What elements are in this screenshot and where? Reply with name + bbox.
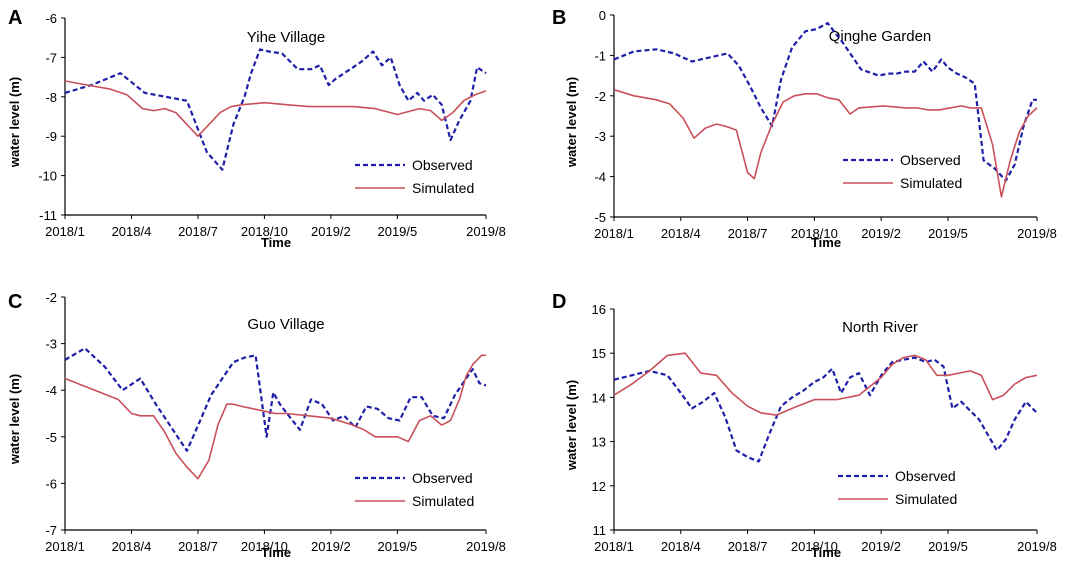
legend: Observed Simulated [838,468,957,507]
y-tick-label: -2 [594,89,606,104]
y-tick-label: -3 [45,337,57,352]
x-tick-label: 2018/7 [178,539,218,554]
legend-simulated-label: Simulated [900,175,962,191]
x-tick-label: 2019/8 [466,224,506,239]
x-tick-label: 2019/8 [466,539,506,554]
y-tick-label: -7 [45,50,57,65]
x-tick-label: 2018/1 [45,224,85,239]
y-tick-label: -11 [39,208,57,223]
y-tick-label: 13 [592,435,606,450]
panel-d: 11 12 13 14 15 16 2018/1 2018/4 2018/7 2018/10 201… [552,291,1057,560]
x-axis-title: Time [811,235,841,250]
x-tick-label: 2018/4 [112,224,152,239]
x-axis-title: Time [261,545,291,560]
y-tick-label: -8 [45,90,57,105]
y-tick-label: 0 [599,8,606,23]
y-axis-title: water level (m) [7,374,22,465]
x-tick-label: 2019/5 [928,226,968,241]
x-tick-label: 2019/2 [311,224,351,239]
legend-simulated-label: Simulated [412,180,474,196]
x-tick-label: 2018/1 [594,226,634,241]
x-tick-label: 2018/7 [178,224,218,239]
y-tick-label: -5 [45,430,57,445]
y-tick-label: 15 [592,346,606,361]
y-tick-label: 12 [592,479,606,494]
simulated-series-line [64,80,487,137]
y-tick-label: -5 [594,210,606,225]
x-tick-label: 2019/2 [311,539,351,554]
chart-title: North River [842,319,918,336]
y-tick-label: 11 [593,523,607,538]
observed-series-line [613,22,1037,182]
x-tick-label: 2018/10 [791,226,838,241]
simulated-series-line [613,88,1038,198]
panel-letter: A [8,7,22,29]
panel-letter: C [8,291,22,313]
chart-title: Qinghe Garden [829,28,932,45]
y-tick-label: -6 [45,11,57,26]
observed-series-line [64,48,487,171]
x-tick-label: 2019/2 [861,539,901,554]
y-axis-title: water level (m) [7,77,22,168]
legend: Observed Simulated [843,152,962,191]
y-tick-label: -9 [45,129,57,144]
y-tick-label: 16 [592,302,606,317]
y-axis-title: water level (m) [564,380,579,471]
x-tick-label: 2019/5 [377,224,417,239]
x-tick-label: 2018/10 [241,224,288,239]
x-tick-label: 2018/4 [661,226,701,241]
x-tick-label: 2019/5 [377,539,417,554]
simulated-series-line [613,352,1038,416]
y-tick-label: 14 [592,390,606,405]
x-tick-label: 2018/10 [241,539,288,554]
y-tick-label: -6 [45,476,57,491]
x-tick-label: 2018/10 [791,539,838,554]
x-tick-label: 2018/1 [45,539,85,554]
observed-series-line [613,356,1038,463]
y-tick-label: -4 [594,170,606,185]
x-axis-title: Time [261,235,291,250]
x-tick-label: 2018/4 [112,539,152,554]
chart-title: Yihe Village [247,29,325,46]
y-tick-label: -7 [45,523,57,538]
x-tick-label: 2018/7 [728,226,768,241]
chart-title: Guo Village [247,316,324,333]
x-tick-label: 2019/2 [861,226,901,241]
legend-simulated-label: Simulated [895,491,957,507]
x-tick-label: 2019/5 [928,539,968,554]
y-tick-label: -3 [594,129,606,144]
legend-observed-label: Observed [412,157,473,173]
x-tick-label: 2019/8 [1017,226,1057,241]
legend-observed-label: Observed [412,470,473,486]
y-axis-title: water level (m) [564,77,579,168]
legend-observed-label: Observed [895,468,956,484]
panel-letter: B [552,7,566,29]
panel-c: -7 -6 -5 -4 -3 -2 2018/1 2018/4 2018/7 2018/10 201… [7,290,506,560]
y-tick-label: -1 [594,48,606,63]
panel-b: -5 -4 -3 -2 -1 0 2018/1 2018/4 2018/7 2018/10 2019… [552,7,1057,250]
legend: Observed Simulated [355,157,474,196]
y-tick-label: -2 [45,290,57,305]
observed-series-line [64,347,487,452]
legend-observed-label: Observed [900,152,961,168]
simulated-series-line [64,354,486,480]
legend-simulated-label: Simulated [412,493,474,509]
x-tick-label: 2018/1 [594,539,634,554]
panel-letter: D [552,291,566,313]
x-tick-label: 2018/4 [661,539,701,554]
panel-a: -11 -10 -9 -8 -7 -6 2018/1 2018/4 2018/7 2018/10 2… [7,7,506,250]
y-tick-label: -4 [45,383,57,398]
y-tick-label: -10 [38,169,57,184]
x-axis-title: Time [811,545,841,560]
x-tick-label: 2018/7 [728,539,768,554]
legend: Observed Simulated [355,470,474,509]
x-tick-label: 2019/8 [1017,539,1057,554]
